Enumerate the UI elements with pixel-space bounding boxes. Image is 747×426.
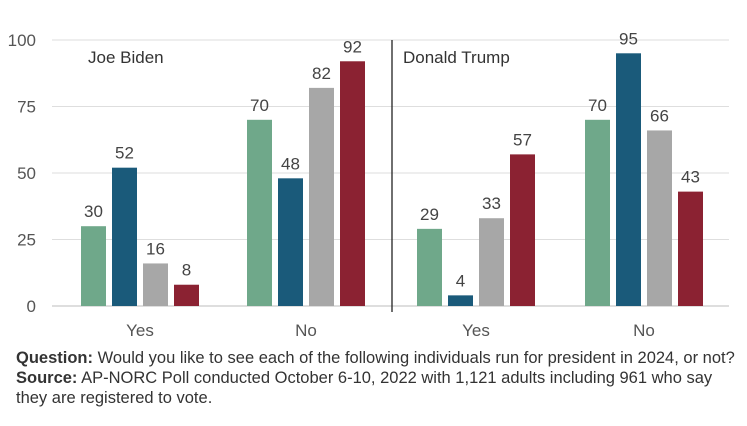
bar-value-label: 43 xyxy=(681,168,700,187)
y-tick-label: 0 xyxy=(27,297,36,316)
bar xyxy=(81,226,106,306)
bar xyxy=(247,119,272,306)
chart-notes: Question: Would you like to see each of … xyxy=(16,348,736,408)
source-label: Source: xyxy=(16,369,78,387)
bar xyxy=(678,191,703,306)
question-label: Question: xyxy=(16,349,93,367)
x-category-label: Yes xyxy=(126,321,154,340)
bar xyxy=(616,53,641,306)
bar xyxy=(647,130,672,306)
x-axis: Yes No Yes No xyxy=(126,321,655,340)
source-text: AP-NORC Poll conducted October 6-10, 202… xyxy=(16,369,713,407)
panel-title-trump: Donald Trump xyxy=(403,48,510,67)
y-tick-label: 100 xyxy=(8,31,36,50)
y-tick-label: 75 xyxy=(17,98,36,117)
panel-title-biden: Joe Biden xyxy=(88,48,164,67)
bar xyxy=(340,61,365,306)
bar-value-label: 30 xyxy=(84,202,103,221)
y-tick-label: 25 xyxy=(17,231,36,250)
bars: 30 52 16 8 70 48 82 92 29 4 33 57 70 95 66 43 xyxy=(81,29,703,306)
bar xyxy=(417,228,442,306)
bar xyxy=(510,154,535,306)
bar-value-label: 70 xyxy=(588,96,607,115)
bar-value-label: 57 xyxy=(513,130,532,149)
bar xyxy=(585,119,610,306)
x-category-label: No xyxy=(633,321,655,340)
x-category-label: Yes xyxy=(462,321,490,340)
bar xyxy=(278,178,303,306)
bar xyxy=(143,263,168,306)
source-note: Source: AP-NORC Poll conducted October 6… xyxy=(16,368,736,408)
bar xyxy=(309,87,334,306)
bar xyxy=(174,284,199,306)
bar-value-label: 66 xyxy=(650,106,669,125)
bar-value-label: 8 xyxy=(182,261,191,280)
bar-value-label: 4 xyxy=(456,271,465,290)
bar-chart: 0 25 50 75 100 30 52 16 8 70 48 82 92 29 4 33 57 70 95 66 4… xyxy=(8,29,729,340)
bar xyxy=(479,218,504,306)
bar xyxy=(448,295,473,306)
y-axis: 0 25 50 75 100 xyxy=(8,31,36,316)
bar-value-label: 95 xyxy=(619,29,638,48)
bar-value-label: 52 xyxy=(115,144,134,163)
bar-value-label: 33 xyxy=(482,194,501,213)
bar-value-label: 82 xyxy=(312,64,331,83)
y-tick-label: 50 xyxy=(17,164,36,183)
bar-value-label: 29 xyxy=(420,205,439,224)
bar-value-label: 70 xyxy=(250,96,269,115)
question-text: Would you like to see each of the follow… xyxy=(97,349,735,367)
x-category-label: No xyxy=(295,321,317,340)
bar-value-label: 92 xyxy=(343,37,362,56)
bar-value-label: 48 xyxy=(281,154,300,173)
bar xyxy=(112,167,137,306)
bar-value-label: 16 xyxy=(146,239,165,258)
question-note: Question: Would you like to see each of … xyxy=(16,348,736,368)
